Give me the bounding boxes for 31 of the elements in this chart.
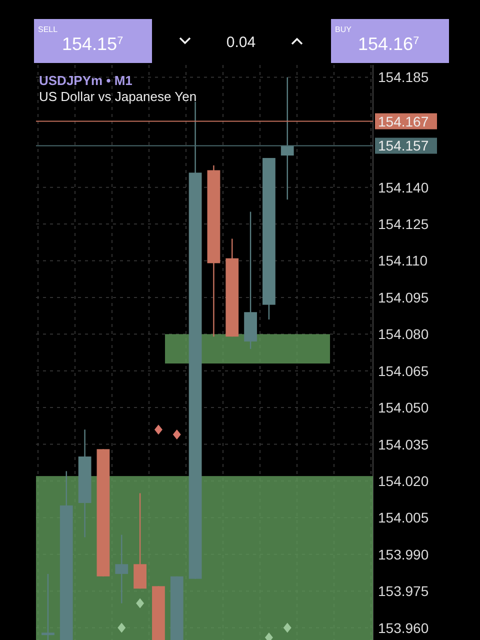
text: USDJPYm • M1	[39, 73, 132, 88]
text: 154.15$^{7}$	[62, 34, 124, 54]
y-tick-label: 154.065	[378, 362, 429, 379]
point	[136, 598, 144, 608]
text: SELL	[38, 25, 58, 34]
y-tick-label: 153.960	[378, 620, 429, 636]
text: 0.04	[226, 34, 256, 51]
candlestick	[280, 76, 294, 200]
point	[118, 622, 126, 633]
y-tick-label: 154.035	[378, 436, 429, 452]
y-tick-label: 154.005	[378, 510, 429, 526]
y-tick-label: 154.080	[378, 326, 429, 342]
y-tick-label: 154.185	[378, 69, 429, 86]
y-tick-label: 154.050	[378, 400, 429, 416]
y-tick-label: 153.990	[378, 546, 429, 562]
text: US Dollar vs Japanese Yen	[39, 89, 197, 104]
point	[283, 622, 292, 633]
y-tick-label: 154.140	[378, 179, 429, 196]
y-tick-label: 154.125	[378, 216, 429, 232]
ref-line-label: 154.167	[378, 113, 429, 130]
point	[172, 429, 181, 440]
y-tick-label: 154.020	[378, 472, 429, 489]
y-tick-label: 154.095	[378, 289, 429, 306]
text: 154.16$^{7}$	[358, 34, 420, 54]
y-tick-label: 153.975	[378, 583, 429, 600]
candlestick	[115, 534, 128, 604]
ref-line-label: 154.157	[378, 138, 429, 154]
point	[154, 424, 162, 435]
text: BUY	[335, 25, 352, 34]
y-tick-label: 154.110	[378, 252, 428, 269]
candlestick	[42, 573, 54, 640]
